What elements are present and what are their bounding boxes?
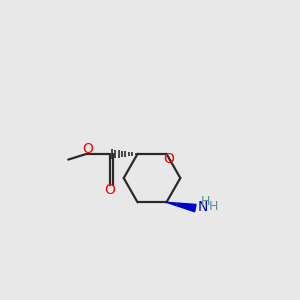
Text: H: H [200, 195, 210, 208]
Text: O: O [163, 152, 174, 166]
Text: N: N [198, 200, 208, 214]
Text: H: H [209, 200, 219, 213]
Text: O: O [82, 142, 93, 156]
Text: O: O [104, 183, 115, 196]
Polygon shape [167, 202, 196, 212]
